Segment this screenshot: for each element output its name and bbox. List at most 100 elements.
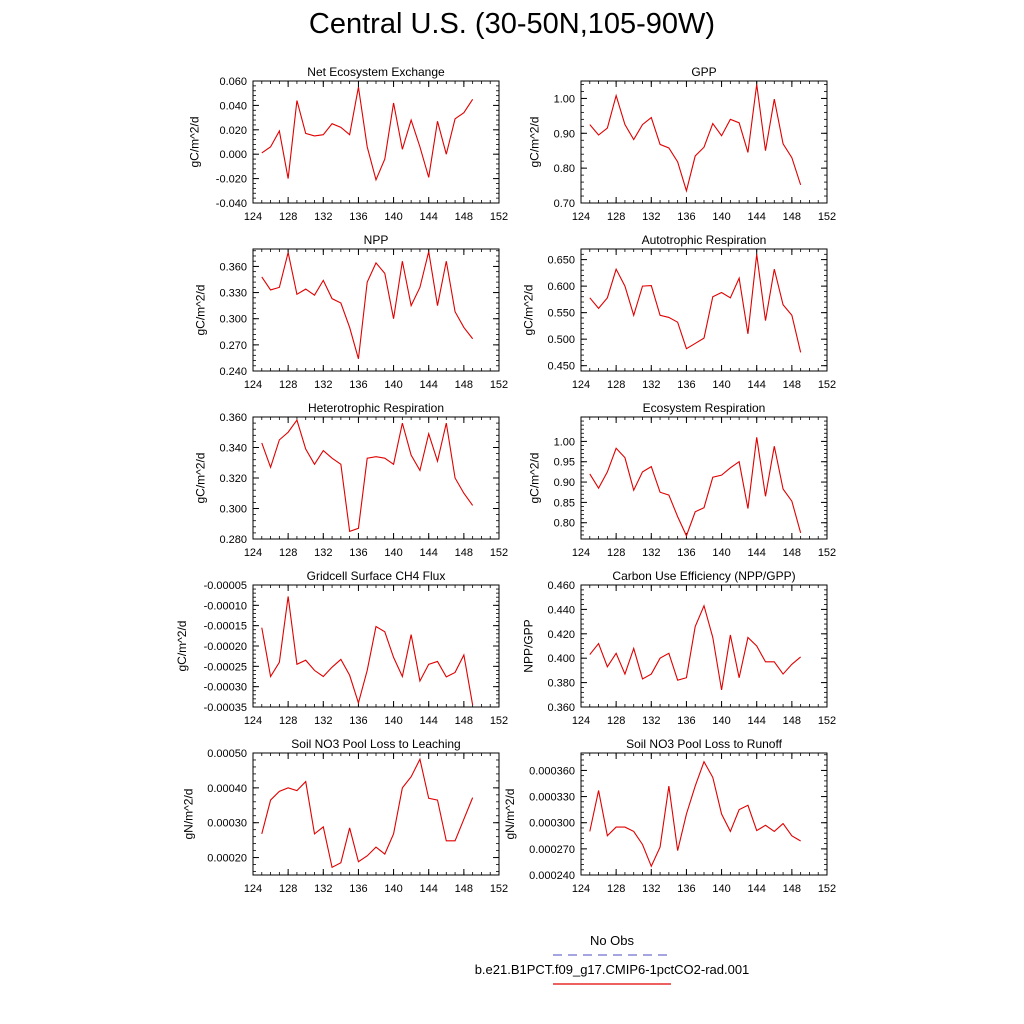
- x-tick-label: 140: [712, 211, 730, 223]
- x-tick-label: 140: [712, 883, 730, 895]
- x-tick-label: 136: [349, 883, 367, 895]
- y-tick-label: 0.450: [547, 361, 575, 373]
- chart-panel-3: NPP 124 128 132 136 140 144 148 152 0.240 0.270 0.3…: [194, 233, 509, 391]
- x-tick-label: 140: [712, 379, 730, 391]
- y-axis-label: gC/m^2/d: [187, 117, 201, 168]
- y-axis-label: gN/m^2/d: [503, 789, 517, 840]
- series-line: [589, 84, 802, 193]
- y-axis-label: gC/m^2/d: [194, 453, 208, 504]
- y-tick-label: 0.95: [554, 457, 575, 469]
- y-tick-label: 0.000270: [529, 844, 575, 856]
- x-tick-label: 124: [572, 547, 590, 559]
- y-tick-label: 0.70: [554, 198, 575, 210]
- y-tick-label: 0.020: [219, 125, 247, 137]
- x-tick-label: 140: [384, 715, 402, 727]
- x-tick-label: 132: [314, 547, 332, 559]
- y-tick-label: 0.90: [554, 128, 575, 140]
- y-tick-label: 0.320: [219, 473, 247, 485]
- series-line: [261, 418, 474, 533]
- x-tick-label: 128: [279, 715, 297, 727]
- chart-panel-6: Ecosystem Respiration 124 128 132 136 140 144 1…: [528, 401, 837, 559]
- x-tick-label: 124: [244, 883, 262, 895]
- legend-obs-label: No Obs: [589, 933, 635, 948]
- x-tick-label: 128: [279, 883, 297, 895]
- legend: [553, 954, 671, 985]
- y-axis-label: gC/m^2/d: [194, 285, 208, 336]
- x-tick-label: 124: [572, 715, 590, 727]
- x-tick-label: 152: [490, 547, 508, 559]
- y-tick-label: 0.550: [547, 308, 575, 320]
- x-tick-label: 128: [607, 547, 625, 559]
- y-tick-label: 0.380: [547, 678, 575, 690]
- panel-title: Soil NO3 Pool Loss to Leaching: [291, 737, 460, 751]
- x-tick-label: 140: [384, 379, 402, 391]
- y-tick-label: 0.00030: [207, 818, 247, 830]
- series-line: [261, 251, 474, 359]
- y-axis-label: gC/m^2/d: [528, 117, 542, 168]
- x-tick-label: 128: [607, 883, 625, 895]
- y-tick-label: 0.000300: [529, 818, 575, 830]
- x-tick-label: 144: [420, 547, 438, 559]
- y-tick-label: -0.040: [216, 198, 247, 210]
- x-tick-label: 136: [677, 211, 695, 223]
- x-tick-label: 140: [384, 883, 402, 895]
- x-tick-label: 144: [748, 379, 766, 391]
- panel-title: GPP: [691, 65, 716, 79]
- y-tick-label: 0.440: [547, 604, 575, 616]
- y-axis-label: gC/m^2/d: [175, 621, 189, 672]
- y-tick-label: 0.300: [219, 504, 247, 516]
- panel-title: Gridcell Surface CH4 Flux: [307, 569, 446, 583]
- y-axis-label: gC/m^2/d: [528, 453, 542, 504]
- x-tick-label: 140: [384, 211, 402, 223]
- x-tick-label: 148: [783, 883, 801, 895]
- series-line: [261, 596, 474, 706]
- x-tick-label: 140: [712, 715, 730, 727]
- y-tick-label: -0.00010: [204, 600, 247, 612]
- x-tick-label: 152: [818, 379, 836, 391]
- y-tick-label: -0.00020: [204, 641, 247, 653]
- y-tick-label: 0.040: [219, 100, 247, 112]
- x-tick-label: 148: [783, 211, 801, 223]
- y-tick-label: -0.020: [216, 174, 247, 186]
- x-tick-label: 132: [314, 715, 332, 727]
- x-tick-label: 152: [490, 211, 508, 223]
- y-axis-label: NPP/GPP: [522, 619, 536, 672]
- y-tick-label: 0.360: [547, 702, 575, 714]
- x-tick-label: 144: [748, 211, 766, 223]
- x-tick-label: 124: [244, 211, 262, 223]
- y-tick-label: 0.300: [219, 314, 247, 326]
- x-tick-label: 128: [607, 211, 625, 223]
- y-tick-label: 0.00020: [207, 853, 247, 865]
- y-tick-label: 0.460: [547, 580, 575, 592]
- plot-frame: [580, 584, 828, 708]
- page-title: Central U.S. (30-50N,105-90W): [308, 8, 716, 40]
- x-tick-label: 128: [279, 211, 297, 223]
- x-tick-label: 124: [572, 379, 590, 391]
- y-tick-label: 0.000330: [529, 792, 575, 804]
- y-tick-label: 0.90: [554, 477, 575, 489]
- plot-frame: [580, 80, 828, 204]
- chart-panel-4: Autotrophic Respiration 124 128 132 136 140 14…: [522, 233, 837, 391]
- y-tick-label: 0.80: [554, 163, 575, 175]
- series-line: [261, 757, 474, 869]
- x-tick-label: 132: [642, 715, 660, 727]
- x-tick-label: 144: [420, 883, 438, 895]
- panel-title: Ecosystem Respiration: [643, 401, 766, 415]
- y-tick-label: 0.420: [547, 629, 575, 641]
- y-tick-label: 1.00: [554, 436, 575, 448]
- x-tick-label: 124: [244, 715, 262, 727]
- chart-panel-2: GPP 124 128 132 136 140 144 148 152 0.70 0.80 0.90 1…: [528, 65, 837, 223]
- x-tick-label: 148: [455, 715, 473, 727]
- x-tick-label: 132: [642, 547, 660, 559]
- x-tick-label: 152: [818, 547, 836, 559]
- x-tick-label: 144: [420, 715, 438, 727]
- x-tick-label: 132: [314, 379, 332, 391]
- y-tick-label: 0.400: [547, 653, 575, 665]
- y-tick-label: 1.00: [554, 93, 575, 105]
- x-tick-label: 148: [783, 547, 801, 559]
- series-line: [589, 437, 802, 538]
- chart-panel-9: Soil NO3 Pool Loss to Leaching 124 128 132 1…: [181, 737, 508, 895]
- x-tick-label: 124: [244, 547, 262, 559]
- x-tick-label: 128: [279, 379, 297, 391]
- panel-title: Net Ecosystem Exchange: [307, 65, 445, 79]
